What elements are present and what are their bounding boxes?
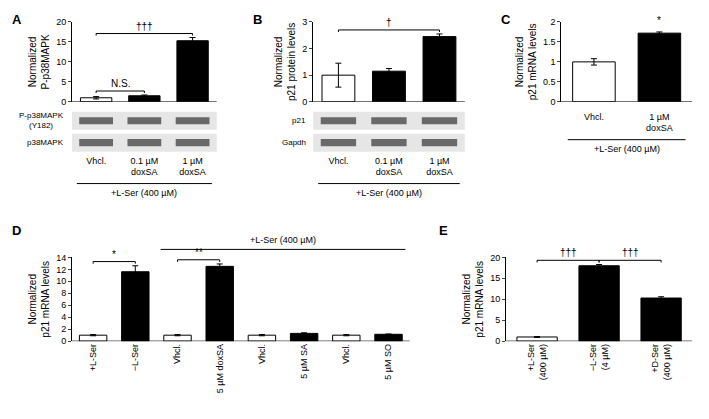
svg-text:†: † <box>386 17 392 28</box>
svg-text:NormalizedP-p38MAPK: NormalizedP-p38MAPK <box>27 34 51 89</box>
svg-text:Vhcl.: Vhcl. <box>328 156 348 166</box>
svg-text:Gapdh: Gapdh <box>282 138 306 147</box>
svg-text:Vhcl.: Vhcl. <box>172 344 182 364</box>
svg-text:14: 14 <box>56 253 66 263</box>
svg-text:Normalizedp21 mRNA levels: Normalizedp21 mRNA levels <box>461 261 485 338</box>
svg-text:20: 20 <box>56 17 66 27</box>
svg-text:†††: ††† <box>136 21 153 32</box>
svg-text:+L-Ser (400 µM): +L-Ser (400 µM) <box>594 144 660 154</box>
svg-text:E: E <box>439 223 448 238</box>
svg-text:+D-Ser(400 µM): +D-Ser(400 µM) <box>650 344 672 380</box>
svg-text:12: 12 <box>56 265 66 275</box>
svg-text:10: 10 <box>56 57 66 67</box>
svg-text:2: 2 <box>61 324 66 334</box>
svg-text:†††: ††† <box>560 247 577 258</box>
svg-text:−L-Ser: −L-Ser <box>130 344 140 371</box>
svg-text:**: ** <box>195 247 203 258</box>
svg-text:−L-Ser(4 µM): −L-Ser(4 µM) <box>588 344 610 371</box>
svg-text:8: 8 <box>61 288 66 298</box>
svg-text:+L-Ser (400 µM): +L-Ser (400 µM) <box>250 235 316 245</box>
svg-text:A: A <box>12 12 22 27</box>
svg-text:5 µM SO: 5 µM SO <box>383 344 393 380</box>
svg-text:0.1 µMdoxSA: 0.1 µMdoxSA <box>375 156 403 178</box>
svg-text:0.5: 0.5 <box>543 77 556 87</box>
svg-text:Normalizedp21 protein levels: Normalizedp21 protein levels <box>273 23 297 101</box>
svg-text:5 µM SA: 5 µM SA <box>299 344 309 379</box>
svg-text:+L-Ser(400 µM): +L-Ser(400 µM) <box>526 344 548 380</box>
svg-text:4: 4 <box>61 312 66 322</box>
svg-text:10: 10 <box>56 276 66 286</box>
svg-text:5 µM doxSA: 5 µM doxSA <box>215 344 225 393</box>
svg-text:10: 10 <box>490 294 500 304</box>
svg-text:+L-Ser (400 µM): +L-Ser (400 µM) <box>111 188 177 198</box>
svg-text:0: 0 <box>550 97 555 107</box>
svg-text:1 µMdoxSA: 1 µMdoxSA <box>179 156 206 178</box>
svg-text:D: D <box>12 223 21 238</box>
svg-text:*: * <box>112 249 116 260</box>
svg-text:3: 3 <box>302 17 307 27</box>
svg-text:0: 0 <box>495 336 500 346</box>
svg-text:P-p38MAPK(Y182): P-p38MAPK(Y182) <box>19 111 64 130</box>
svg-text:20: 20 <box>490 253 500 263</box>
svg-text:p21: p21 <box>292 116 306 125</box>
svg-text:C: C <box>501 12 511 27</box>
svg-text:0.1 µMdoxSA: 0.1 µMdoxSA <box>131 156 159 178</box>
svg-text:†††: ††† <box>622 247 639 258</box>
svg-text:Vhcl.: Vhcl. <box>341 344 351 364</box>
svg-text:Vhcl.: Vhcl. <box>86 156 106 166</box>
svg-text:+L-Ser (400 µM): +L-Ser (400 µM) <box>356 188 422 198</box>
svg-text:6: 6 <box>61 300 66 310</box>
svg-text:+L-Ser: +L-Ser <box>88 344 98 371</box>
svg-text:1.5: 1.5 <box>543 37 556 47</box>
svg-text:5: 5 <box>495 315 500 325</box>
svg-text:B: B <box>253 12 262 27</box>
svg-text:Vhcl.: Vhcl. <box>584 112 604 122</box>
svg-text:Normalizedp21 mRNA levels: Normalizedp21 mRNA levels <box>514 24 538 101</box>
svg-text:0: 0 <box>61 97 66 107</box>
svg-text:0: 0 <box>302 97 307 107</box>
svg-text:1 µMdoxSA: 1 µMdoxSA <box>426 156 453 178</box>
svg-text:1 µMdoxSA: 1 µMdoxSA <box>646 112 673 134</box>
svg-text:*: * <box>657 15 661 26</box>
svg-text:2: 2 <box>550 17 555 27</box>
svg-text:N.S.: N.S. <box>111 78 130 89</box>
svg-text:Normalizedp21 mRNA levels: Normalizedp21 mRNA levels <box>27 261 51 338</box>
svg-text:p38MAPK: p38MAPK <box>27 138 64 147</box>
svg-text:1: 1 <box>550 57 555 67</box>
svg-text:Vhcl.: Vhcl. <box>257 344 267 364</box>
svg-text:15: 15 <box>490 273 500 283</box>
svg-text:0: 0 <box>61 336 66 346</box>
svg-text:1: 1 <box>302 70 307 80</box>
svg-text:2: 2 <box>302 44 307 54</box>
svg-text:5: 5 <box>61 77 66 87</box>
svg-text:15: 15 <box>56 37 66 47</box>
